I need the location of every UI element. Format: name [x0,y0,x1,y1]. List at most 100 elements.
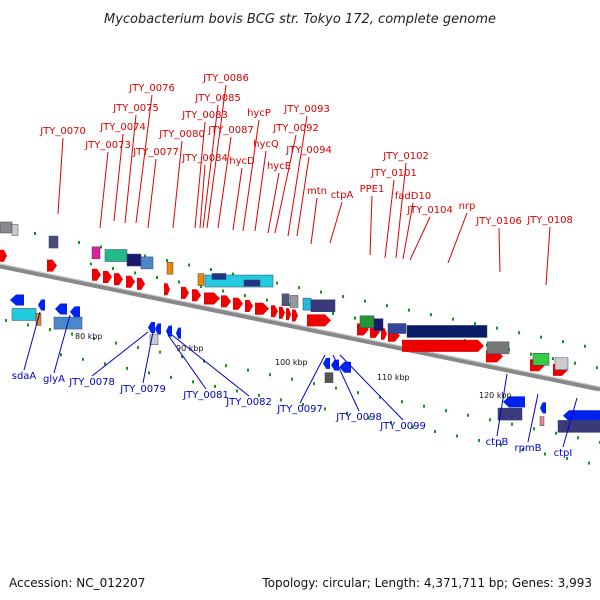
forward-label-leader [99,151,109,229]
tick-mark [522,448,524,452]
reverse-gene-label: JTY_0098 [335,412,382,423]
forward-label-leader [147,158,157,229]
reverse-label-leader [23,311,41,371]
forward-gene-label: JTY_0077 [132,147,179,158]
feature-block [166,261,174,275]
forward-label-leader [172,140,183,229]
tick-mark [445,409,447,413]
tick-mark [596,366,598,370]
forward-gene-label: JTY_0073 [84,140,131,151]
tick-mark [302,402,304,406]
tick-mark [247,368,249,372]
forward-label-leader [498,227,501,273]
reverse-gene-label: JTY_0079 [119,384,166,395]
reverse-gene-arrow [55,303,67,315]
forward-label-leader [206,84,227,229]
forward-gene-label: JTY_0074 [99,122,146,133]
tick-mark [324,407,326,411]
feature-block [539,416,545,426]
tick-mark [364,299,366,303]
forward-gene-label: JTY_0084 [181,153,228,164]
map-title: Mycobacterium bovis BCG str. Tokyo 172, … [104,12,496,27]
tick-mark [540,335,542,339]
forward-gene-arrow [164,283,170,296]
reverse-gene-label: JTY_0097 [276,404,323,415]
tick-mark [34,231,36,235]
reverse-gene-label: glyA [43,374,65,385]
tick-mark [390,420,392,424]
tick-marks [5,227,600,465]
tick-mark [244,294,246,298]
tick-mark [566,457,568,461]
forward-gene-label: PPE1 [360,184,385,195]
forward-gene-arrow [47,259,57,272]
tick-mark [236,389,238,393]
tick-mark [357,391,359,395]
tick-mark [434,429,436,433]
forward-gene-arrow [402,339,484,352]
tick-mark [115,341,117,345]
feature-block [243,279,261,287]
forward-gene-arrow [279,306,285,319]
feature-block [532,353,550,366]
reverse-label-leader [167,334,207,390]
tick-mark [181,355,183,359]
tick-mark [192,380,194,384]
feature-block [359,315,375,329]
feature-block [289,295,299,308]
reverse-gene-label: ctpB [486,437,509,448]
forward-gene-label: JTY_0094 [285,145,332,156]
forward-label-leader [202,104,219,229]
tick-mark [276,281,278,285]
forward-label-leader [545,226,551,286]
tick-mark [266,298,268,302]
tick-mark [518,331,520,335]
tick-mark [588,461,590,465]
feature-block [149,334,159,345]
feature-block [126,253,142,267]
forward-gene-label: ctpA [331,190,354,201]
forward-label-leader [395,162,407,259]
forward-label-leader [254,150,267,232]
forward-gene-label: JTY_0092 [272,123,319,134]
reverse-gene-arrow [10,294,24,306]
forward-gene-arrow [92,268,101,281]
forward-gene-arrow [245,300,253,313]
forward-gene-label: JTY_0104 [406,205,453,216]
reverse-gene-arrow [176,327,181,339]
tick-mark [500,443,502,447]
reverse-gene-arrow [331,359,339,371]
forward-label-leader [384,179,395,259]
feature-block [406,325,488,338]
forward-label-leader [267,172,280,234]
tick-mark [354,316,356,320]
tick-mark [148,371,150,375]
feature-block [197,273,205,286]
tick-mark [188,263,190,267]
scale-tick-label: 80 kbp [75,332,103,341]
forward-gene-label: JTY_0080 [158,129,205,140]
tick-mark [489,418,491,422]
tick-mark [166,259,168,263]
forward-gene-label: JTY_0070 [39,126,86,137]
reverse-gene-arrow [166,325,172,337]
tick-mark [203,359,205,363]
scale-tick-label: 110 kbp [377,373,410,382]
feature-block [557,420,600,433]
forward-gene-arrow [114,273,123,286]
tick-mark [258,393,260,397]
tick-mark [100,245,102,249]
forward-gene-label: hycE [267,161,291,172]
tick-mark [200,285,202,288]
forward-gene-label: fadD10 [395,191,431,202]
tick-mark [144,254,146,258]
forward-label-leader [199,164,206,229]
forward-label-leader [447,212,468,264]
tick-mark [552,357,554,361]
forward-label-leader [242,119,260,232]
feature-block [302,297,312,311]
tick-mark [555,431,557,435]
forward-gene-label: JTY_0108 [526,215,573,226]
tick-mark [320,290,322,294]
